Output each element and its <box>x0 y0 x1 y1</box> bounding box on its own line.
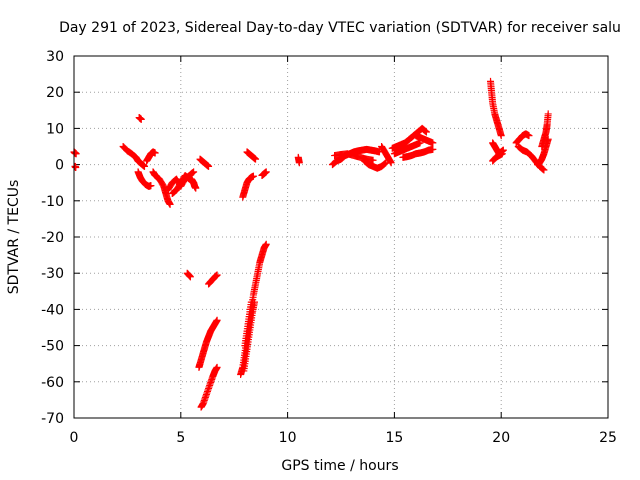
grid-lines <box>74 56 608 418</box>
series-arc-23 <box>360 157 390 172</box>
data-point <box>247 298 255 306</box>
series-arc-35 <box>538 110 552 150</box>
series-arc-24 <box>378 143 395 167</box>
data-point <box>525 132 533 140</box>
data-point <box>190 168 198 176</box>
data-point <box>429 145 437 153</box>
x-tick-label: 0 <box>70 430 79 446</box>
y-tick-label: -50 <box>41 339 64 355</box>
data-point <box>188 169 196 177</box>
data-points <box>70 77 552 411</box>
series-arc-28 <box>412 132 437 147</box>
data-point <box>192 184 200 192</box>
data-point <box>498 150 506 158</box>
data-point <box>262 168 270 176</box>
data-point <box>166 200 174 208</box>
series-arc-12 <box>197 363 221 411</box>
series-arc-11 <box>195 316 221 371</box>
y-tick-label: -40 <box>41 302 64 318</box>
y-tick-label: -60 <box>41 375 64 391</box>
data-point <box>369 156 377 164</box>
data-point <box>540 166 548 174</box>
x-tick-label: 5 <box>176 430 185 446</box>
data-point <box>205 162 213 170</box>
data-point <box>422 128 430 136</box>
series-arc-13 <box>205 271 221 288</box>
data-point <box>429 139 437 147</box>
series-arc-26 <box>390 139 424 158</box>
data-point <box>295 159 303 167</box>
series-arc-00b <box>71 162 80 171</box>
series-arc-08 <box>187 175 200 192</box>
series-arc-17 <box>239 172 257 201</box>
data-point <box>186 273 194 281</box>
data-point <box>189 168 197 176</box>
axis-ticks: 0 5 10 15 20 25 -70 -60 -50 -40 -30 -20 -10 0 10 20 30 <box>41 49 617 446</box>
series-arc-27 <box>399 145 437 161</box>
series-arc-02 <box>135 114 145 123</box>
plot-frame <box>73 55 609 419</box>
series-arc-31 <box>489 150 506 165</box>
data-point <box>387 159 395 167</box>
series-arc-03 <box>134 168 155 190</box>
x-tick-label: 20 <box>492 430 510 446</box>
y-tick-label: 30 <box>46 49 64 65</box>
chart-title: Day 291 of 2023, Sidereal Day-to-day VTE… <box>59 20 621 36</box>
data-point <box>381 159 389 167</box>
series-arc-10 <box>183 269 194 281</box>
data-point <box>422 127 430 135</box>
series-arc-19 <box>258 168 270 179</box>
series-arc-20 <box>294 153 303 167</box>
series-arc-16 <box>241 298 255 350</box>
y-tick-label: -10 <box>41 194 64 210</box>
data-point <box>213 363 221 371</box>
series-arc-18 <box>243 148 260 163</box>
series-arc-32 <box>512 130 533 147</box>
data-point <box>151 149 159 157</box>
series-arc-33 <box>514 143 548 174</box>
x-tick-label: 10 <box>279 430 297 446</box>
data-point <box>213 316 221 324</box>
data-point <box>213 271 221 279</box>
x-axis-label: GPS time / hours <box>281 458 398 474</box>
data-point <box>544 110 552 118</box>
y-tick-label: -70 <box>41 411 64 427</box>
series-arc-00a <box>70 148 80 158</box>
data-point <box>499 146 507 154</box>
x-tick-label: 25 <box>599 430 617 446</box>
y-tick-label: 20 <box>46 85 64 101</box>
y-axis-label: SDTVAR / TECUs <box>6 180 22 295</box>
data-point <box>538 165 546 173</box>
data-point <box>137 115 145 123</box>
data-point <box>380 160 388 168</box>
y-tick-label: 10 <box>46 121 64 137</box>
series-arc-34 <box>534 135 552 169</box>
series-arc-22 <box>331 150 377 164</box>
y-tick-label: 0 <box>55 158 64 174</box>
data-point <box>140 162 148 170</box>
data-point <box>539 165 547 173</box>
y-tick-label: -20 <box>41 230 64 246</box>
series-arc-01 <box>119 143 148 170</box>
data-point <box>262 240 270 248</box>
data-point <box>421 127 429 135</box>
y-tick-label: -30 <box>41 266 64 282</box>
data-point <box>249 172 257 180</box>
data-point <box>72 163 80 171</box>
data-point <box>252 155 260 163</box>
x-tick-label: 15 <box>385 430 403 446</box>
series-arc-09 <box>196 155 213 170</box>
series-arc-29 <box>487 77 505 140</box>
data-point <box>497 132 505 140</box>
series-arc-04 <box>143 148 159 165</box>
data-point <box>147 182 155 190</box>
